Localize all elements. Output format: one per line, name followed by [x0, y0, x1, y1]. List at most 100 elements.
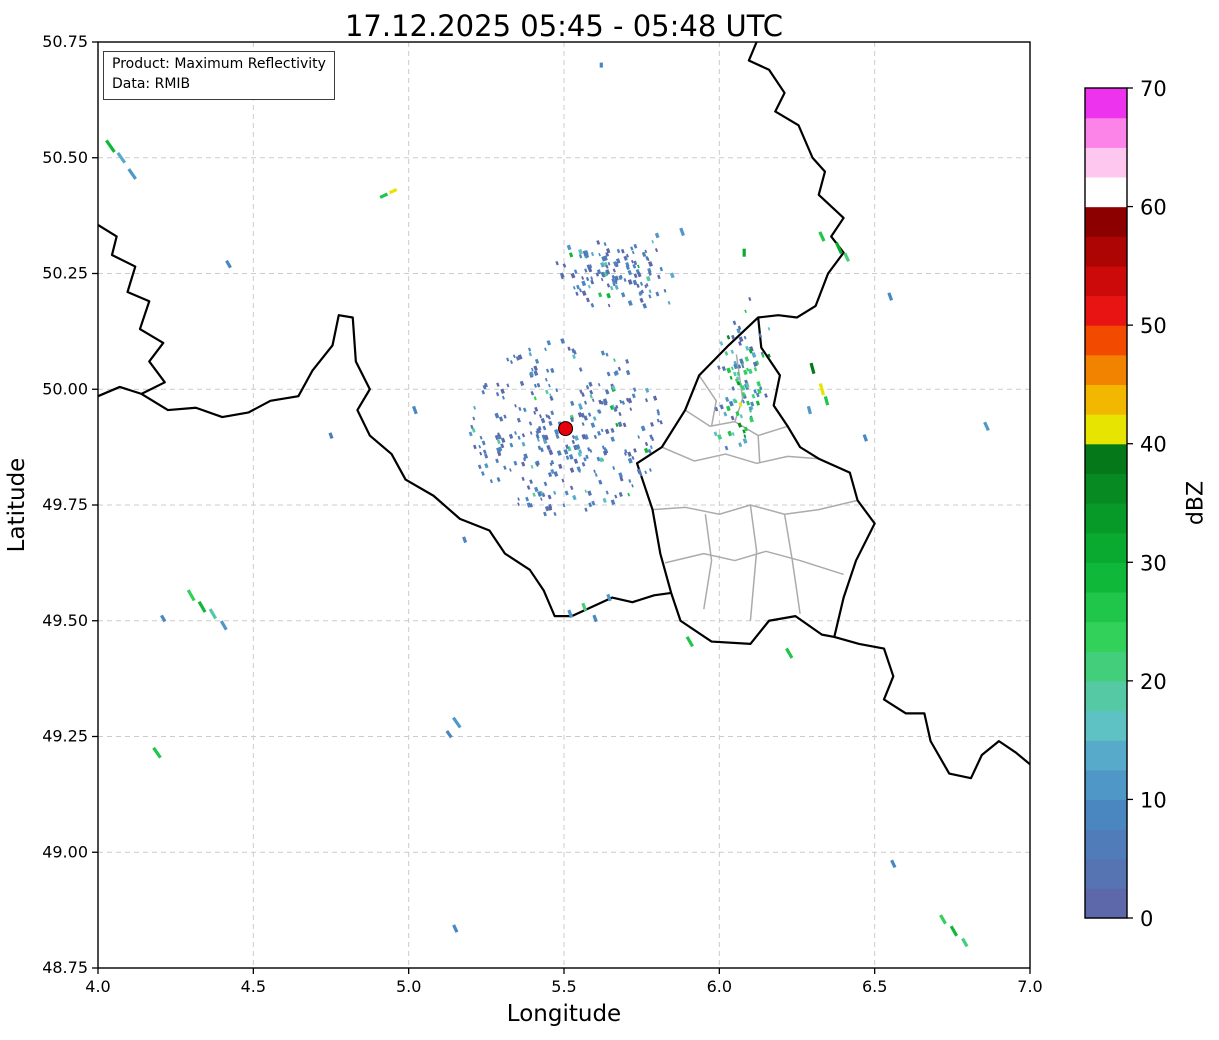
radar-site-dot [558, 421, 574, 437]
echo-mark [225, 259, 232, 269]
echo-mark [606, 593, 612, 602]
echo-mark [642, 303, 648, 309]
echo-mark [593, 469, 596, 474]
y-tick-label: 49.00 [42, 842, 88, 861]
echo-mark [533, 370, 539, 377]
echo-mark [626, 253, 629, 258]
echo-mark [535, 430, 539, 435]
echo-mark [482, 449, 487, 455]
echo-mark [584, 250, 589, 256]
echo-mark [629, 407, 633, 411]
echo-mark [598, 479, 603, 485]
echo-mark [657, 274, 661, 280]
echo-mark [750, 401, 755, 407]
echo-mark [627, 397, 633, 404]
echo-mark [525, 496, 530, 502]
echo-mark [736, 371, 740, 377]
echo-mark [611, 274, 616, 280]
echo-mark [532, 492, 536, 497]
echo-mark [572, 285, 576, 290]
colorbar-segment [1085, 680, 1127, 712]
luxembourg-border [637, 317, 875, 643]
echo-mark [843, 252, 851, 263]
echo-mark [723, 411, 728, 417]
echo-mark [602, 398, 608, 405]
x-tick-label: 4.0 [85, 977, 110, 996]
echo-mark [584, 507, 588, 512]
echo-mark [602, 450, 608, 456]
echo-mark [738, 442, 743, 448]
echo-mark [753, 367, 758, 372]
echo-mark [734, 378, 739, 383]
echo-mark [540, 417, 546, 424]
echo-mark [512, 354, 516, 359]
echo-mark [600, 428, 604, 433]
echo-mark [605, 352, 609, 357]
echo-mark [659, 266, 664, 272]
echo-mark [509, 433, 514, 439]
colorbar-tick-label: 60 [1140, 196, 1167, 220]
echo-mark [517, 502, 520, 507]
echo-mark [517, 497, 520, 501]
echo-mark [627, 279, 633, 285]
echo-mark [751, 393, 756, 399]
echo-mark [758, 333, 763, 338]
colorbar: 0 10 20 30 40 50 60 70 [1084, 77, 1167, 931]
echo-mark [644, 284, 648, 289]
echo-mark [734, 399, 738, 404]
echo-mark [477, 464, 482, 470]
echo-mark [553, 490, 557, 495]
echo-mark [592, 614, 598, 623]
colorbar-segment [1085, 562, 1127, 593]
echo-mark [618, 472, 623, 478]
echo-mark [639, 281, 644, 286]
echo-mark [649, 445, 653, 450]
echo-mark [739, 358, 744, 364]
echo-mark [509, 442, 514, 448]
echo-mark [388, 187, 398, 195]
product-info-box: Product: Maximum Reflectivity Data: RMIB [103, 51, 335, 101]
colorbar-segment [1085, 591, 1127, 623]
echo-mark [738, 402, 743, 407]
echo-mark [479, 451, 483, 456]
y-tick-label: 50.75 [42, 32, 88, 51]
echo-mark [685, 636, 694, 648]
echo-mark [741, 392, 746, 397]
echo-mark [536, 437, 540, 442]
echo-mark [587, 490, 592, 496]
echo-mark [590, 251, 595, 257]
echo-mark [644, 387, 650, 393]
echo-mark [746, 400, 751, 406]
echo-mark [614, 275, 619, 282]
echo-mark [610, 436, 615, 442]
echo-mark [625, 397, 630, 402]
x-tick-label: 7.0 [1017, 977, 1042, 996]
echo-mark [496, 477, 501, 483]
echo-mark [748, 348, 753, 354]
echo-mark [208, 608, 218, 620]
echo-mark [627, 451, 632, 457]
echo-mark [742, 429, 746, 434]
echo-mark [573, 458, 579, 464]
colorbar-segment [1085, 888, 1127, 919]
echo-mark [581, 280, 587, 287]
echo-mark [746, 367, 750, 372]
colorbar-segment [1085, 236, 1127, 267]
echo-mark [636, 283, 640, 288]
figure-title: 17.12.2025 05:45 - 05:48 UTC [344, 9, 784, 43]
echo-mark [679, 227, 685, 237]
echo-mark [621, 292, 626, 298]
echo-mark [548, 383, 551, 388]
country-borders [98, 42, 1030, 778]
echo-mark [481, 389, 486, 395]
echo-mark [555, 261, 559, 266]
echo-mark [644, 441, 649, 447]
echo-mark [887, 292, 894, 301]
echo-mark [588, 264, 593, 269]
echo-mark [605, 269, 611, 275]
echo-mark [643, 447, 649, 454]
echo-mark [548, 449, 554, 456]
echo-mark [576, 466, 582, 472]
colorbar-segment [1085, 503, 1127, 534]
echo-mark [529, 371, 534, 377]
